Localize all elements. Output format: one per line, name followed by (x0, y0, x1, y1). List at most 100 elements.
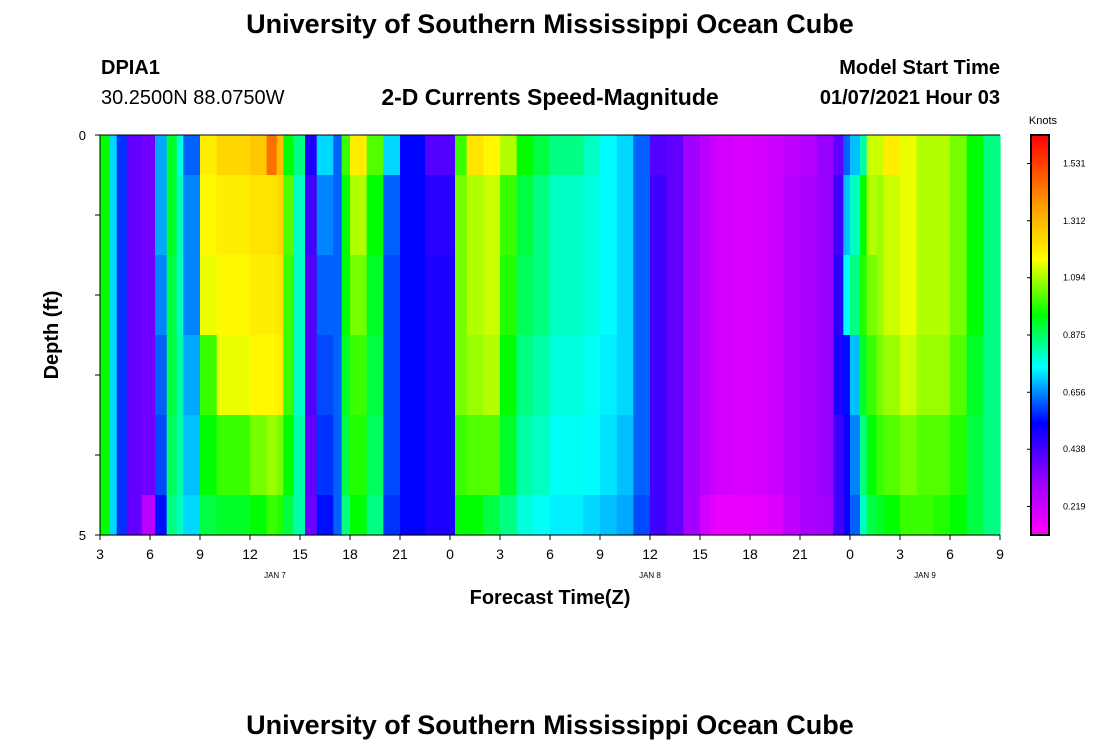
heatmap-cell (883, 415, 901, 496)
heatmap-cell (100, 175, 111, 256)
heatmap-cell (316, 175, 334, 256)
heatmap-cell (966, 495, 984, 536)
heatmap-cell (483, 175, 501, 256)
heatmap-cell (516, 135, 534, 176)
heatmap-cell (833, 335, 844, 416)
heatmap-cell (750, 415, 768, 496)
heatmap-cell (166, 135, 178, 176)
heatmap-cell (933, 135, 951, 176)
heatmap-cell (283, 255, 294, 336)
heatmap-cell (583, 255, 601, 336)
heatmap-cell (250, 335, 268, 416)
heatmap-cell (283, 495, 294, 536)
heatmap-cell (666, 415, 684, 496)
heatmap-cell (933, 415, 951, 496)
heatmap-cell (305, 175, 318, 256)
heatmap-cell (341, 135, 351, 176)
heatmap-cell (850, 415, 861, 496)
heatmap-cell (843, 335, 851, 416)
heatmap-cell (383, 415, 401, 496)
heatmap-cell (983, 335, 1001, 416)
heatmap-cell (710, 415, 718, 496)
heatmap-cell (843, 415, 851, 496)
heatmap-cell (783, 335, 801, 416)
heatmap-cell (350, 415, 368, 496)
heatmap-cell (200, 335, 218, 416)
heatmap-cell (400, 175, 426, 256)
heatmap-cell (866, 135, 878, 176)
heatmap-cell (783, 495, 801, 536)
heatmap-cell (950, 175, 968, 256)
heatmap-cell (616, 255, 634, 336)
heatmap-cell (116, 135, 128, 176)
heatmap-cell (716, 335, 734, 416)
heatmap-cell (866, 495, 878, 536)
station-id: DPIA1 (101, 57, 160, 79)
heatmap-cell (250, 175, 268, 256)
heatmap-cell (633, 495, 651, 536)
heatmap-cell (350, 255, 368, 336)
heatmap-cell (425, 495, 456, 536)
heatmap-cell (100, 255, 111, 336)
heatmap-cell (766, 175, 784, 256)
heatmap-cell (516, 335, 534, 416)
heatmap-cell (816, 335, 834, 416)
heatmap-cell (425, 335, 456, 416)
heatmap-cell (110, 495, 118, 536)
heatmap-cell (276, 415, 284, 496)
heatmap-cell (966, 415, 984, 496)
heatmap-cell (500, 255, 518, 336)
heatmap-cell (293, 415, 306, 496)
heatmap-cell (833, 135, 844, 176)
heatmap-cell (916, 255, 934, 336)
heatmap-cell (550, 135, 584, 176)
heatmap-cell (483, 495, 501, 536)
heatmap-cell (583, 415, 601, 496)
heatmap-cell (843, 175, 851, 256)
heatmap-cell (116, 335, 128, 416)
heatmap-cell (850, 495, 861, 536)
heatmap-cell (141, 135, 156, 176)
heatmap-cell (650, 135, 668, 176)
heatmap-cell (366, 335, 384, 416)
heatmap-cell (283, 175, 294, 256)
heatmap-cell (266, 335, 278, 416)
heatmap-cell (833, 495, 844, 536)
chart-title: 2-D Currents Speed-Magnitude (381, 84, 719, 110)
heatmap-cell (766, 135, 784, 176)
heatmap-cell (383, 175, 401, 256)
heatmap-cell (700, 175, 711, 256)
model-start-value: 01/07/2021 Hour 03 (819, 87, 1000, 109)
heatmap-cell (950, 335, 968, 416)
heatmap-cell (710, 135, 718, 176)
heatmap-cell (550, 495, 584, 536)
heatmap-cell (916, 495, 934, 536)
heatmap-cell (833, 175, 844, 256)
heatmap-cell (766, 335, 784, 416)
colorbar-tick-label: 1.531 (1063, 158, 1086, 168)
heatmap-cell (276, 335, 284, 416)
heatmap-cell (783, 135, 801, 176)
heatmap-cell (216, 415, 251, 496)
heatmap-cell (276, 255, 284, 336)
heatmap-cell (600, 335, 618, 416)
heatmap-cell (533, 415, 551, 496)
heatmap-cell (155, 335, 168, 416)
x-tick-label: 15 (292, 546, 308, 562)
heatmap-cell (900, 175, 918, 256)
chart-labels: Forecast Time(Z) Depth (ft) (41, 291, 630, 609)
heatmap-cell (100, 415, 111, 496)
heatmap-cell (293, 175, 306, 256)
heatmap-cell (366, 175, 384, 256)
heatmap-cell (283, 135, 294, 176)
heatmap-cell (550, 255, 584, 336)
heatmap-cell (316, 415, 334, 496)
heatmap-cell (383, 135, 401, 176)
x-tick-label: 3 (96, 546, 104, 562)
heatmap-cell (683, 255, 701, 336)
heatmap-cell (305, 255, 318, 336)
heatmap-cell (633, 255, 651, 336)
heatmap-cell (183, 175, 201, 256)
heatmap-cell (455, 495, 468, 536)
heatmap-cell (733, 415, 751, 496)
